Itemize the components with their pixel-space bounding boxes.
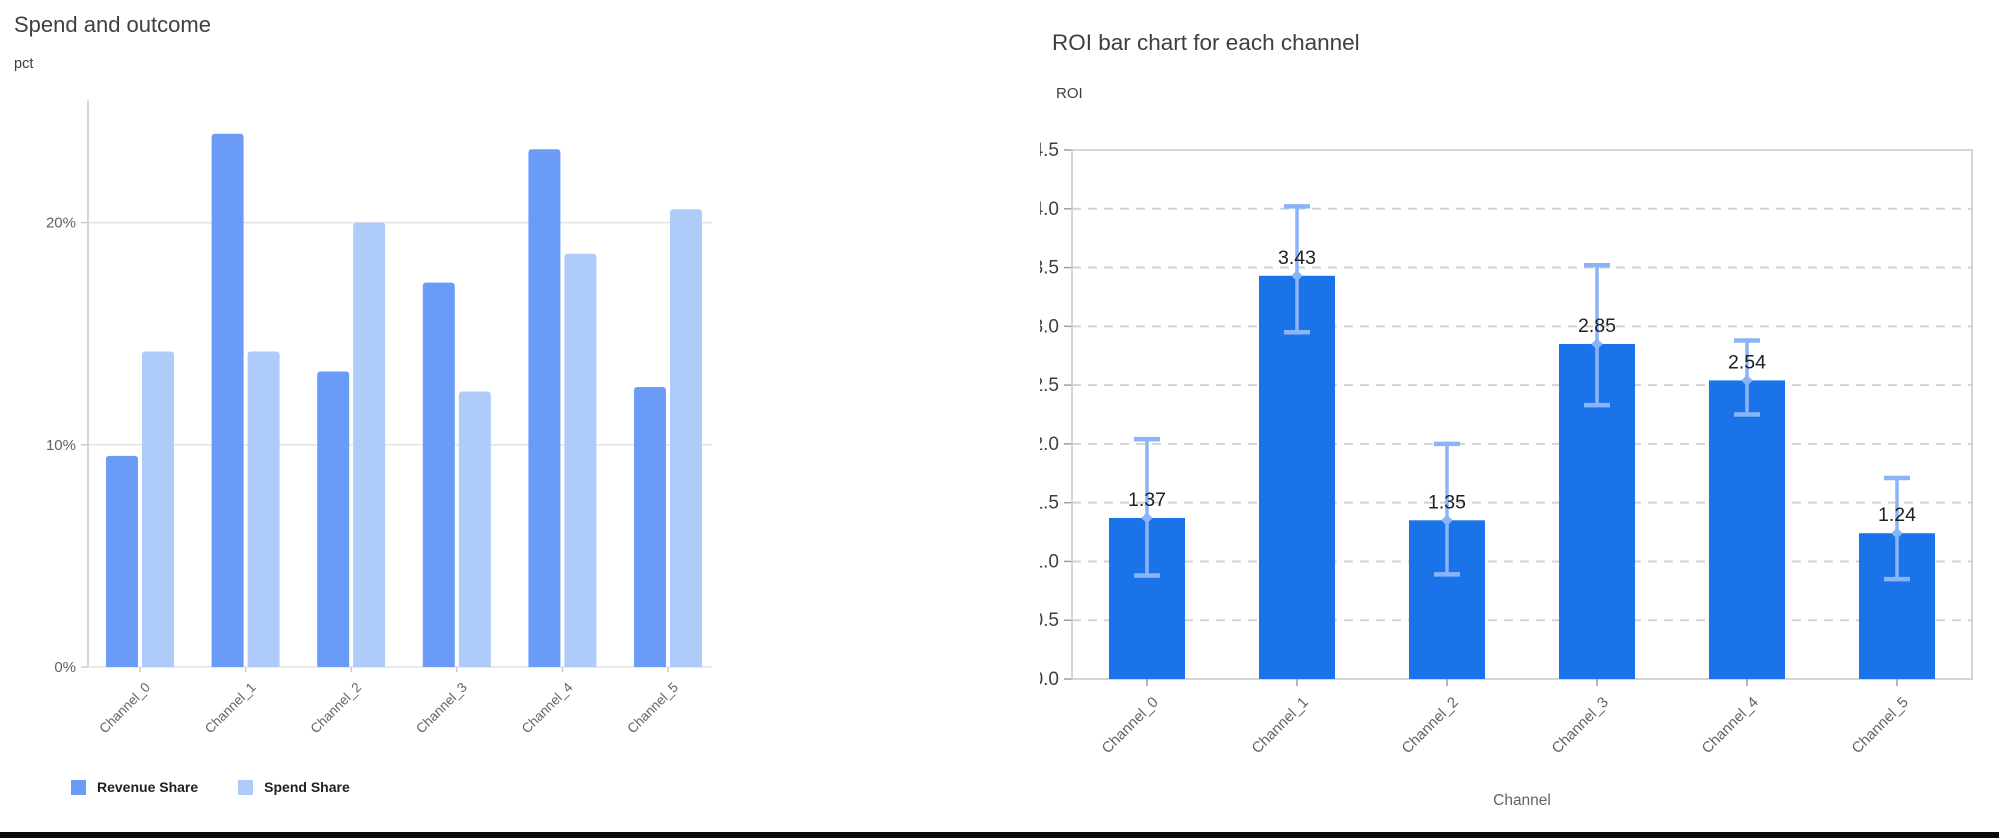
roi-chart: 0.0 0.5 1.0 1.5 2.0 2.5 3.0 3.5 4.0 4.5 1.37 Channe…	[1040, 140, 1973, 757]
x-tick-label: Channel_0	[96, 680, 153, 737]
bar-value-label: 2.85	[1578, 315, 1616, 337]
error-bar-marker	[1591, 338, 1603, 350]
x-tick-label: Channel_2	[1398, 694, 1461, 757]
roi-bar-Channel_4	[1709, 380, 1785, 679]
y-tick-label: 1.0	[1040, 551, 1059, 572]
y-tick-label: 2.5	[1040, 375, 1059, 396]
bar-value-label: 1.24	[1878, 504, 1916, 526]
spend-share-bar-Channel_5	[670, 209, 702, 667]
error-bar-marker	[1141, 512, 1153, 524]
revenue-share-bar-Channel_2	[317, 371, 350, 667]
bar-value-label: 3.43	[1278, 247, 1316, 269]
x-tick-label: Channel_5	[624, 680, 681, 737]
left-chart-legend: Revenue Share Spend Share	[71, 779, 390, 795]
y-tick-label: 3.5	[1040, 258, 1059, 279]
y-tick-label: 20%	[46, 215, 76, 232]
y-tick-label: 0.5	[1040, 610, 1059, 631]
revenue-share-bar-Channel_3	[422, 282, 455, 667]
x-tick-label: Channel_5	[1848, 694, 1911, 757]
y-tick-label: 3.0	[1040, 316, 1059, 337]
spend-outcome-chart: 0% 10% 20% Channel_0 Channel_1 Channel_2 Chann…	[46, 100, 712, 737]
revenue-share-bar-Channel_5	[634, 387, 666, 667]
x-tick-label: Channel_3	[1548, 694, 1611, 757]
legend-swatch-spend-share	[238, 779, 254, 795]
revenue-share-bar-Channel_0	[106, 455, 138, 667]
roi-bar-Channel_1	[1259, 275, 1335, 679]
error-bar-marker	[1891, 527, 1903, 539]
bar-value-label: 1.35	[1428, 491, 1466, 513]
y-tick-label: 0%	[54, 659, 76, 676]
x-tick-label: Channel_0	[1098, 694, 1161, 757]
y-tick-label: 1.5	[1040, 493, 1059, 514]
legend-item-spend-share: Spend Share	[238, 779, 350, 795]
plot-border	[1071, 149, 1973, 680]
right-chart-title: ROI bar chart for each channel	[1052, 30, 1360, 55]
spend-share-bar-Channel_3	[458, 391, 491, 667]
revenue-share-bar-Channel_4	[528, 149, 561, 668]
window-bottom-edge	[0, 832, 1999, 838]
spend-share-bar-Channel_0	[142, 351, 174, 667]
error-bar-marker	[1291, 270, 1303, 282]
spend-share-bar-Channel_1	[247, 351, 280, 667]
y-tick-label: 0.0	[1040, 669, 1059, 690]
error-bar-marker	[1441, 514, 1453, 526]
right-y-axis-unit-label: ROI	[1056, 85, 1083, 102]
y-tick-label: 10%	[46, 437, 76, 454]
y-tick-label: 4.5	[1040, 140, 1059, 161]
x-tick-label: Channel_1	[202, 680, 259, 737]
right-x-axis-title: Channel	[1493, 792, 1551, 809]
spend-share-bar-Channel_2	[353, 222, 386, 667]
x-tick-label: Channel_4	[519, 679, 576, 736]
y-tick-label: 2.0	[1040, 434, 1059, 455]
left-y-axis-unit-label: pct	[14, 56, 34, 72]
bar-value-label: 1.37	[1128, 489, 1166, 511]
left-chart-title: Spend and outcome	[14, 12, 211, 37]
x-tick-label: Channel_1	[1248, 694, 1311, 757]
revenue-share-bar-Channel_1	[211, 133, 244, 668]
error-bar-marker	[1741, 374, 1753, 387]
x-tick-label: Channel_4	[1698, 694, 1761, 757]
legend-label-spend-share: Spend Share	[264, 779, 350, 795]
y-tick-label: 4.0	[1040, 199, 1059, 220]
x-tick-label: Channel_2	[308, 680, 365, 737]
bar-value-label: 2.54	[1728, 351, 1766, 373]
legend-swatch-revenue-share	[71, 779, 86, 795]
legend-item-revenue-share: Revenue Share	[71, 779, 198, 795]
spend-share-bar-Channel_4	[564, 253, 597, 667]
x-tick-label: Channel_3	[413, 680, 470, 737]
legend-label-revenue-share: Revenue Share	[97, 779, 199, 795]
